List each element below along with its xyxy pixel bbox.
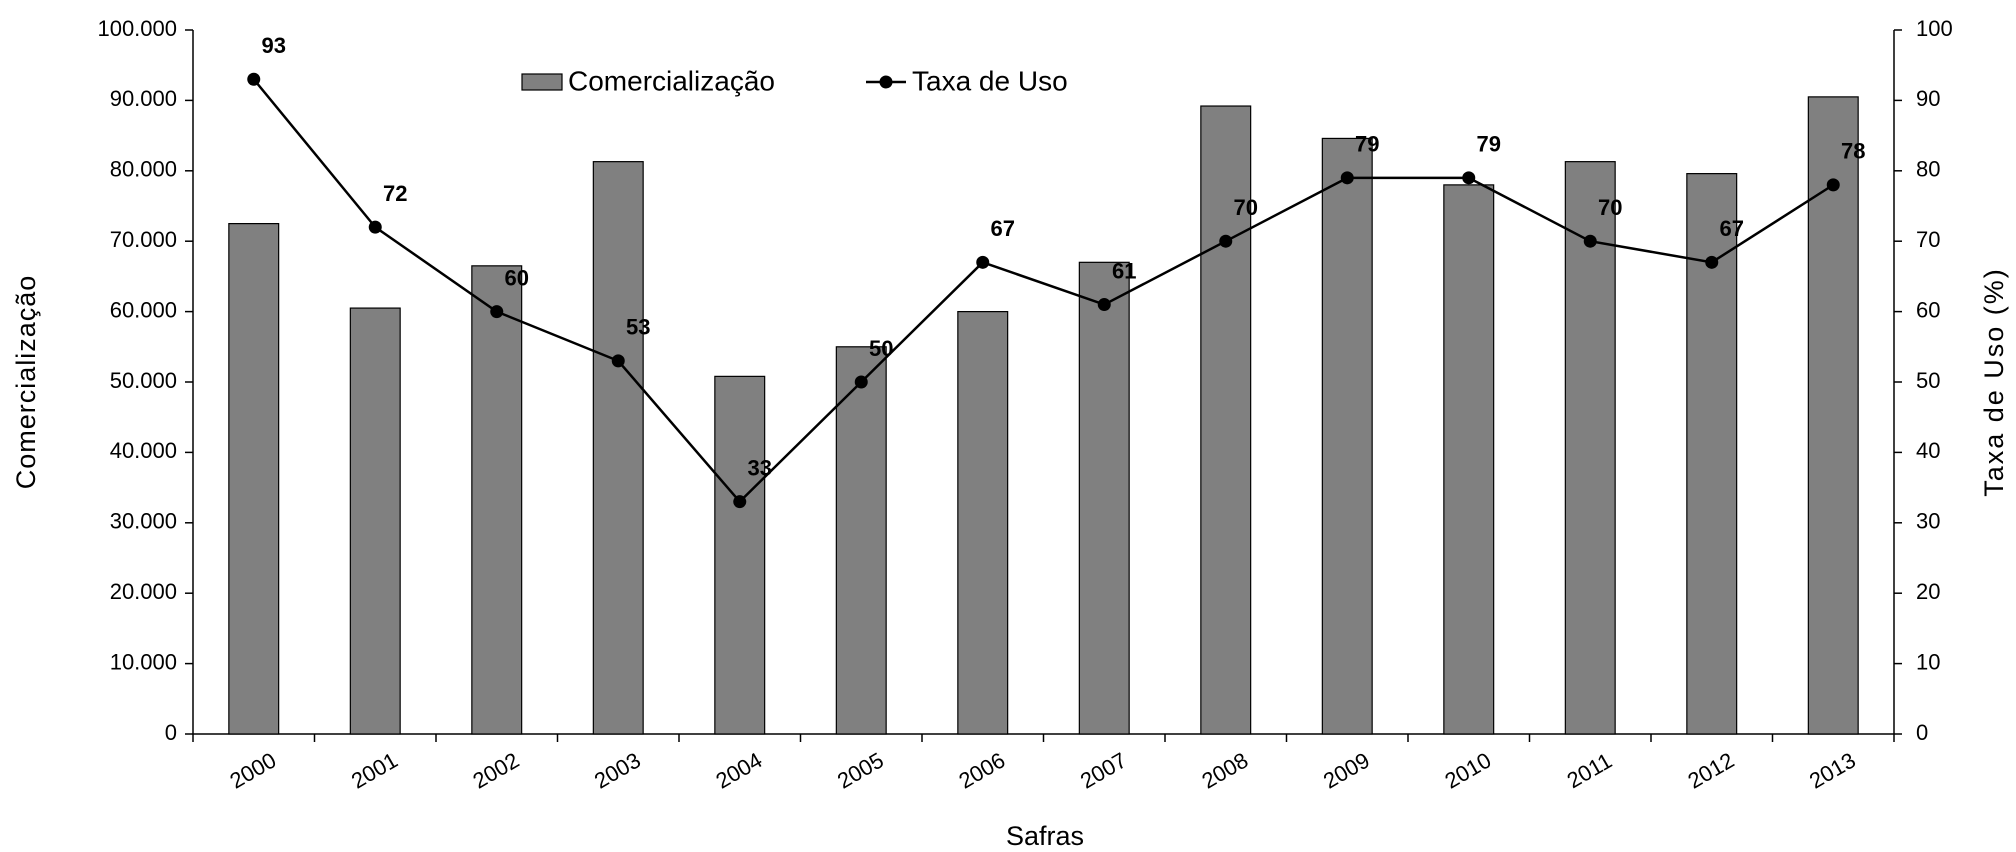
x-tick-label: 2013 [1805, 747, 1860, 793]
line-marker [1219, 234, 1233, 248]
y-tick-label: 100.000 [97, 16, 177, 41]
bar [471, 265, 523, 735]
bar [228, 223, 280, 735]
legend-label: Taxa de Uso [912, 65, 1068, 96]
y2-tick-label: 30 [1916, 509, 1940, 534]
y-tick-label: 40.000 [110, 438, 177, 463]
bar [1200, 105, 1252, 735]
bar [592, 161, 644, 735]
legend-swatch [879, 75, 893, 89]
y-tick-label: 20.000 [110, 579, 177, 604]
legend-label: Comercialização [568, 65, 775, 96]
line-marker [247, 72, 261, 86]
x-tick-label: 2005 [833, 747, 888, 793]
y2-tick-label: 50 [1916, 368, 1940, 393]
line-marker [854, 375, 868, 389]
bar [835, 346, 887, 735]
y-tick-label: 60.000 [110, 297, 177, 322]
data-label: 78 [1841, 139, 1865, 164]
y-tick-label: 90.000 [110, 86, 177, 111]
y-tick-label: 50.000 [110, 368, 177, 393]
bar [349, 307, 401, 735]
y2-tick-label: 100 [1916, 16, 1953, 41]
line-marker [1826, 178, 1840, 192]
line-marker [611, 354, 625, 368]
y-tick-label: 10.000 [110, 649, 177, 674]
x-tick-label: 2008 [1197, 747, 1252, 793]
x-tick-label: 2002 [468, 747, 523, 793]
data-label: 53 [626, 315, 650, 340]
data-label: 67 [1720, 216, 1744, 241]
legend-swatch [521, 73, 563, 91]
data-label: 33 [748, 455, 772, 480]
data-label: 72 [383, 181, 407, 206]
data-label: 70 [1234, 195, 1258, 220]
line-marker [1462, 171, 1476, 185]
bar [957, 311, 1009, 735]
x-tick-label: 2012 [1683, 747, 1738, 793]
line-marker [1705, 255, 1719, 269]
y2-tick-label: 90 [1916, 86, 1940, 111]
x-tick-label: 2006 [954, 747, 1009, 793]
bar [1807, 96, 1859, 735]
y2-tick-label: 60 [1916, 297, 1940, 322]
y-tick-label: 0 [165, 720, 177, 745]
data-label: 79 [1477, 132, 1501, 157]
x-tick-label: 2003 [590, 747, 645, 793]
data-label: 50 [869, 336, 893, 361]
bar [1443, 184, 1495, 735]
line-marker [733, 495, 747, 509]
y-axis-title: Comercialização [11, 275, 41, 490]
data-label: 60 [505, 265, 529, 290]
bar [1078, 261, 1130, 735]
x-tick-label: 2001 [347, 747, 402, 793]
x-tick-label: 2011 [1563, 748, 1616, 793]
line-marker [976, 255, 990, 269]
data-label: 61 [1112, 258, 1136, 283]
x-tick-label: 2007 [1076, 747, 1131, 793]
y2-tick-label: 20 [1916, 579, 1940, 604]
x-tick-label: 2010 [1440, 747, 1495, 793]
bar [714, 375, 766, 735]
y2-tick-label: 80 [1916, 157, 1940, 182]
line-marker [1340, 171, 1354, 185]
data-label: 79 [1355, 132, 1379, 157]
y2-axis-title: Taxa de Uso (%) [1979, 267, 2009, 497]
line-marker [368, 220, 382, 234]
data-label: 93 [262, 33, 286, 58]
data-label: 70 [1598, 195, 1622, 220]
data-label: 67 [991, 216, 1015, 241]
y2-tick-label: 70 [1916, 227, 1940, 252]
y2-tick-label: 10 [1916, 649, 1940, 674]
line-marker [1583, 234, 1597, 248]
y-tick-label: 80.000 [110, 157, 177, 182]
line-marker [1097, 298, 1111, 312]
y2-tick-label: 0 [1916, 720, 1928, 745]
x-tick-label: 2000 [225, 747, 280, 793]
bar [1564, 161, 1616, 735]
x-axis-title: Safras [1006, 821, 1084, 851]
line [252, 78, 1834, 504]
y-tick-label: 30.000 [110, 509, 177, 534]
y-tick-label: 70.000 [110, 227, 177, 252]
x-tick-label: 2004 [711, 747, 766, 793]
x-tick-label: 2009 [1319, 747, 1374, 793]
y2-tick-label: 40 [1916, 438, 1940, 463]
bar [1321, 137, 1373, 735]
line-marker [490, 305, 504, 319]
